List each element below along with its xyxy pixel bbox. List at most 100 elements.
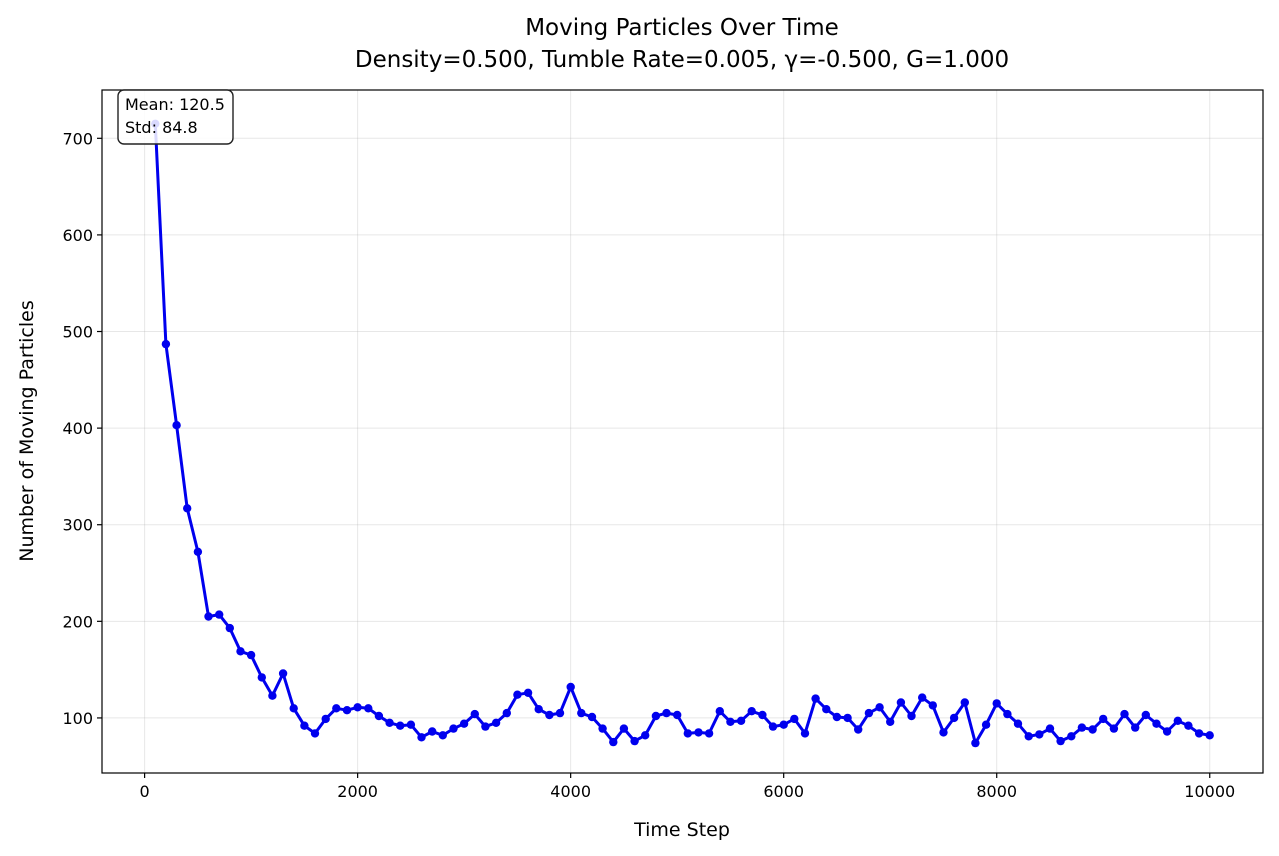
data-point bbox=[992, 699, 1001, 708]
data-point bbox=[1194, 729, 1204, 738]
data-point bbox=[779, 720, 788, 729]
data-point bbox=[609, 737, 618, 747]
series-layer bbox=[151, 119, 1214, 748]
data-point bbox=[704, 729, 714, 738]
data-point bbox=[886, 717, 895, 726]
data-point bbox=[939, 728, 948, 737]
data-point bbox=[396, 721, 405, 730]
data-point bbox=[438, 731, 447, 740]
data-point bbox=[1120, 709, 1129, 719]
y-tick-label: 200 bbox=[62, 612, 93, 631]
stats-mean: Mean: 120.5 bbox=[125, 95, 225, 114]
data-point bbox=[300, 721, 309, 730]
data-point bbox=[1077, 723, 1087, 732]
data-point bbox=[822, 705, 831, 714]
data-point bbox=[289, 704, 298, 713]
data-point bbox=[268, 691, 277, 700]
x-tick-label: 6000 bbox=[763, 782, 804, 801]
data-point bbox=[1067, 732, 1076, 741]
data-point bbox=[832, 712, 842, 722]
data-point bbox=[971, 738, 980, 748]
data-point bbox=[406, 720, 416, 729]
grid bbox=[102, 90, 1263, 773]
data-point bbox=[364, 704, 373, 713]
data-point bbox=[204, 612, 213, 621]
data-point bbox=[502, 708, 511, 718]
data-point bbox=[854, 725, 863, 734]
y-axis-label: Number of Moving Particles bbox=[16, 300, 38, 562]
data-point bbox=[587, 712, 597, 722]
data-point bbox=[321, 714, 330, 724]
data-point bbox=[949, 713, 959, 723]
data-point bbox=[236, 647, 245, 656]
data-point bbox=[534, 705, 543, 714]
data-point bbox=[225, 623, 234, 633]
data-point bbox=[449, 724, 458, 733]
x-tick-label: 10000 bbox=[1184, 782, 1235, 801]
y-tick-label: 300 bbox=[62, 516, 93, 535]
stats-box: Mean: 120.5 Std: 84.8 bbox=[117, 89, 234, 145]
data-point bbox=[513, 690, 522, 699]
data-point bbox=[1109, 724, 1119, 733]
data-point bbox=[673, 710, 682, 720]
data-point bbox=[907, 711, 916, 721]
data-point bbox=[630, 736, 639, 746]
data-point bbox=[161, 339, 171, 349]
data-point bbox=[481, 722, 490, 731]
data-point bbox=[1056, 736, 1065, 746]
data-point bbox=[1141, 710, 1151, 720]
data-point bbox=[726, 717, 735, 726]
x-axis: 0 2000 4000 6000 8000 10000 bbox=[140, 773, 1235, 801]
y-tick-label: 600 bbox=[62, 226, 93, 245]
stats-std: Std: 84.8 bbox=[125, 118, 198, 137]
data-point bbox=[981, 720, 991, 729]
data-point bbox=[896, 698, 906, 707]
data-point bbox=[523, 688, 533, 697]
data-point bbox=[545, 710, 554, 720]
data-point bbox=[875, 703, 884, 712]
x-axis-label: Time Step bbox=[633, 819, 730, 841]
data-point bbox=[374, 711, 384, 721]
data-point bbox=[758, 710, 767, 720]
data-point bbox=[694, 728, 703, 737]
y-tick-label: 100 bbox=[62, 709, 93, 728]
data-point bbox=[1162, 727, 1172, 736]
data-point bbox=[715, 707, 724, 716]
data-point bbox=[928, 701, 937, 710]
x-tick-label: 4000 bbox=[550, 782, 591, 801]
y-tick-label: 400 bbox=[62, 419, 93, 438]
data-point bbox=[619, 724, 629, 733]
data-point bbox=[1173, 716, 1183, 725]
data-point bbox=[641, 731, 650, 740]
data-point bbox=[555, 708, 565, 718]
data-point bbox=[1024, 732, 1033, 741]
data-point bbox=[491, 718, 501, 727]
data-point bbox=[353, 703, 362, 712]
data-point bbox=[332, 704, 341, 713]
y-tick-label: 500 bbox=[62, 323, 93, 342]
data-point bbox=[960, 698, 969, 707]
x-tick-label: 2000 bbox=[337, 782, 378, 801]
data-point bbox=[385, 718, 394, 727]
data-point bbox=[257, 673, 266, 682]
y-tick-label: 700 bbox=[62, 129, 93, 148]
data-point bbox=[918, 693, 927, 702]
x-tick-label: 8000 bbox=[976, 782, 1017, 801]
data-point bbox=[310, 729, 320, 738]
data-point bbox=[417, 733, 426, 742]
x-tick-label: 0 bbox=[140, 782, 150, 801]
data-point bbox=[790, 714, 799, 724]
data-point bbox=[577, 708, 586, 718]
series-line bbox=[153, 123, 1210, 745]
data-point bbox=[1131, 723, 1140, 732]
chart-title: Moving Particles Over Time bbox=[525, 15, 839, 41]
data-point bbox=[662, 708, 671, 718]
data-point bbox=[1184, 721, 1193, 730]
data-point bbox=[172, 421, 181, 430]
data-point bbox=[342, 706, 352, 715]
data-point bbox=[193, 547, 203, 556]
data-point bbox=[800, 729, 810, 738]
plot-frame bbox=[101, 89, 1264, 774]
data-point bbox=[768, 722, 778, 731]
